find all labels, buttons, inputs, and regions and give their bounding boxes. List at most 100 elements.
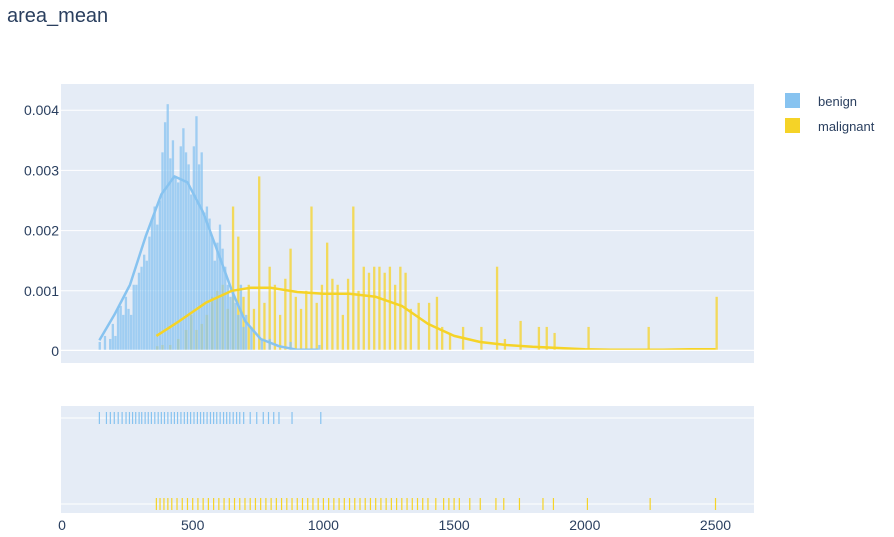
x-tick-label: 1500 (439, 517, 470, 533)
y-tick-label: 0.003 (24, 162, 59, 178)
histogram-bar-malignant (273, 284, 277, 351)
histogram-bar-malignant (362, 266, 365, 351)
histogram-bar-benign (182, 128, 185, 351)
x-tick-label: 500 (181, 517, 205, 533)
histogram-bar-benign (158, 200, 162, 351)
x-axis-ticks: 0 500 1000 1500 2000 2500 (58, 517, 731, 533)
histogram-bar-malignant (326, 242, 329, 351)
histogram-bar-benign (148, 236, 151, 351)
y-tick-label: 0 (51, 343, 59, 359)
histogram-bar-benign (109, 338, 112, 351)
rug-plot-area (61, 406, 754, 513)
histogram-bar-benign (229, 296, 232, 351)
histogram-bar-malignant (310, 206, 313, 351)
histogram-bar-malignant (417, 302, 420, 351)
histogram-bar-benign (203, 212, 206, 351)
histogram-bar-malignant (299, 308, 303, 351)
histogram-bar-benign (200, 152, 203, 351)
kde-line-benign (98, 175, 319, 352)
histogram-bar-benign (98, 341, 101, 351)
histogram-bar-benign (122, 314, 125, 351)
histogram-bar-malignant (331, 278, 334, 351)
histogram-bar-benign (114, 335, 117, 351)
legend: benign malignant (785, 93, 875, 134)
histogram-bar-malignant (373, 266, 376, 351)
histogram-bar-malignant (294, 296, 297, 351)
histogram-bar-malignant (441, 326, 444, 351)
histogram-bar-malignant (427, 302, 431, 351)
histogram-bar-malignant (315, 302, 318, 351)
histogram-bar-malignant (545, 326, 548, 351)
histogram-bar-benign (137, 272, 141, 351)
x-tick-label: 0 (58, 517, 66, 533)
histogram-bar-malignant (537, 326, 541, 351)
histogram-bar-malignant (409, 308, 412, 351)
histogram-bar-malignant (404, 272, 407, 351)
histogram-bar-benign (174, 176, 177, 351)
histogram-bar-malignant (346, 278, 350, 351)
histogram-bar-benign (184, 152, 188, 351)
histogram-bar-benign (318, 344, 321, 351)
histogram-bar-malignant (263, 302, 266, 351)
histogram-bar-benign (210, 236, 214, 351)
histogram-bar-benign (119, 305, 122, 351)
histogram-bar-malignant (341, 314, 345, 351)
histogram-bar-benign (237, 314, 240, 351)
histogram-bar-benign (132, 284, 135, 351)
histogram-bar-benign (242, 326, 245, 351)
histogram-bar-malignant (367, 272, 371, 351)
histogram-bar-malignant (352, 206, 355, 351)
legend-item-malignant[interactable]: malignant (785, 118, 875, 134)
histogram-bar-benign (289, 341, 292, 351)
histogram-bar-malignant (231, 206, 235, 351)
histogram-bar-benign (197, 164, 201, 351)
histogram-bar-benign (187, 164, 190, 351)
histogram-bar-benign (208, 218, 211, 351)
histogram-bar-malignant (237, 236, 240, 351)
y-tick-label: 0.002 (24, 223, 59, 239)
y-axis-ticks: 0 0.001 0.002 0.003 0.004 (24, 102, 59, 359)
histogram-bar-benign (103, 335, 107, 351)
histogram-bar-malignant (268, 266, 271, 351)
histogram-bar-benign (140, 266, 143, 351)
histogram-bar-malignant (448, 332, 452, 351)
histogram-bar-malignant (388, 266, 392, 351)
histogram-bar-benign (143, 254, 146, 351)
histogram-bar-benign (244, 314, 248, 351)
histogram-bar-benign (163, 122, 167, 352)
legend-item-benign[interactable]: benign (785, 93, 857, 109)
histogram-bar-malignant (480, 326, 483, 351)
x-tick-label: 1000 (308, 517, 339, 533)
histogram-bar-malignant (357, 290, 360, 351)
histogram-bar-benign (127, 308, 130, 351)
histogram-bar-benign (239, 284, 243, 351)
histogram-bar-benign (250, 326, 253, 351)
histogram-bar-malignant (647, 326, 650, 351)
legend-label-benign: benign (818, 94, 857, 109)
histogram-bar-malignant (247, 284, 250, 351)
histogram-bar-malignant (242, 296, 245, 351)
histogram-bar-malignant (289, 248, 292, 351)
histogram-bar-malignant (519, 320, 522, 351)
histogram-bar-malignant (553, 332, 556, 351)
histogram-bar-benign (177, 182, 180, 351)
histogram-bar-benign (156, 224, 159, 351)
histogram-bar-benign (260, 338, 263, 351)
histogram-bar-malignant (278, 314, 282, 351)
histogram-bar-benign (171, 140, 175, 351)
legend-swatch-benign (785, 93, 800, 108)
legend-swatch-malignant (785, 118, 800, 133)
main-plot-bottom-pad (61, 351, 754, 363)
histogram-bar-benign (116, 308, 120, 351)
histogram-bar-benign (205, 206, 209, 351)
histogram-bar-benign (145, 260, 148, 351)
y-tick-label: 0.004 (24, 102, 59, 118)
x-tick-label: 2000 (569, 517, 600, 533)
histogram-bar-benign (129, 314, 133, 351)
rug-marks (98, 412, 717, 510)
histogram-bar-malignant (258, 176, 261, 351)
histogram-bar-malignant (284, 278, 287, 351)
histogram-bar-benign (192, 146, 196, 351)
histogram-bar-benign (221, 248, 224, 351)
